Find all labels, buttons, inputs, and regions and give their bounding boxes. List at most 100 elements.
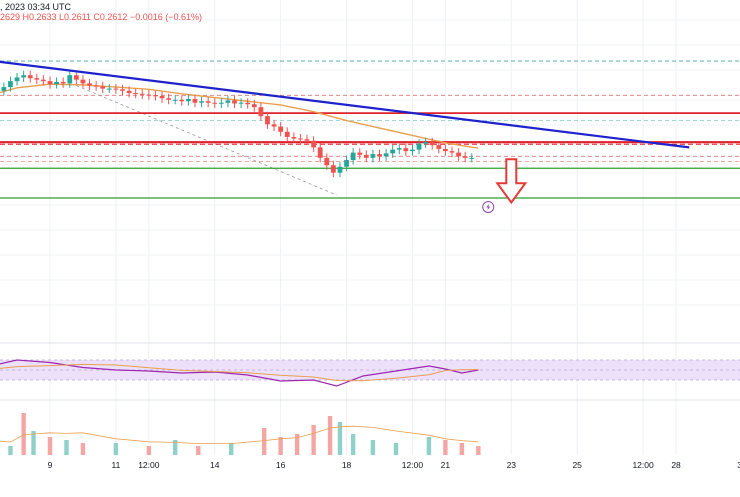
candle-body [21,75,27,78]
candle-body [106,88,112,90]
candle-body [192,99,198,103]
x-tick-label: 11 [111,460,120,470]
candle-body [291,136,297,139]
x-tick-label: 16 [276,460,286,470]
candle-body [265,116,270,125]
candle-body [396,148,402,150]
candle-body [218,102,224,104]
candle-body [73,75,79,80]
candle-body [93,85,99,87]
volume-bar [278,437,283,455]
rsi-line [0,359,479,387]
candle-body [87,83,92,86]
candle-body [383,153,389,157]
x-tick-label: 23 [507,460,517,470]
candle-body [429,142,435,146]
candle-body [403,148,409,152]
candle-body [436,145,442,149]
rsi-band [0,360,740,380]
candle-body [8,81,13,88]
volume-bar [31,431,36,455]
candle-body [172,99,178,101]
volume-bar [311,425,316,455]
x-tick-label: 25 [572,460,582,470]
candle-body [1,87,7,91]
candle-body [80,79,86,84]
candle-body [410,149,415,152]
candle-body [317,147,323,158]
candle-body [324,157,330,166]
candle-body [449,151,455,153]
volume-bar [426,437,432,455]
candle-body [258,107,264,117]
x-tick-label: 30 [737,460,740,470]
candle-body [34,78,40,80]
volume-bar [80,443,86,455]
volume-bar [173,440,178,455]
bearish-trendline [0,60,690,149]
candle-body [27,75,33,79]
candle-body [350,152,356,161]
candle-body [284,131,290,137]
x-tick-label: 18 [342,460,352,470]
candle-body [443,148,448,152]
candle-body [330,165,336,173]
volume-bar [64,440,69,455]
candle-body [245,102,251,105]
volume-bar [476,446,481,455]
candle-body [166,98,172,100]
volume-bar [370,440,376,455]
candle-body [363,154,369,158]
volume-bar [337,422,343,455]
x-tick-label: 12:00 [402,460,424,470]
volume-bar [350,434,356,455]
candle-body [133,93,139,95]
volume-bar [113,443,119,455]
candle-body [67,75,73,84]
candle-body [357,152,363,155]
candle-body [337,166,343,173]
candle-body [344,160,349,167]
candle-body [271,124,277,127]
volume-bar [443,440,448,455]
candle-body [423,142,429,144]
candle-body [298,138,303,140]
candle-body [41,79,46,82]
candle-body [377,154,382,157]
candle-body [113,88,119,90]
candle-body [60,81,66,84]
x-tick-label: 9 [48,460,53,470]
volume-bar [146,446,152,455]
volume-bar [21,413,26,455]
candle-body [120,89,125,91]
candle-body [199,101,204,103]
candle-body [153,95,158,97]
candle-body [47,81,53,85]
candle-body [238,102,244,104]
volume-bar [327,416,333,455]
volume-bar [196,446,201,455]
candle-body [232,100,237,104]
candle-body [304,139,310,141]
candle-body [390,149,396,154]
candle-body [456,152,461,157]
candle-body [251,104,257,108]
ohlc-readout: , 2023 03:34 UTC 2629 H0.2633 L0.2611 C0… [0,2,202,22]
volume-bar [294,434,300,455]
candle-body [225,100,231,103]
candle-body [212,102,218,104]
fib-guide-line [76,85,337,196]
candle-body [185,99,191,102]
candle-body [54,81,59,85]
candle-body [179,99,185,102]
rsi-ma-line [0,363,479,382]
datetime-label: , 2023 03:34 UTC [0,2,72,12]
candle-body [159,96,165,99]
candle-body [146,94,152,96]
volume-bar [261,428,267,455]
volume-bar [47,437,53,455]
x-tick-label: 12:00 [138,460,160,470]
candle-body [205,101,211,103]
